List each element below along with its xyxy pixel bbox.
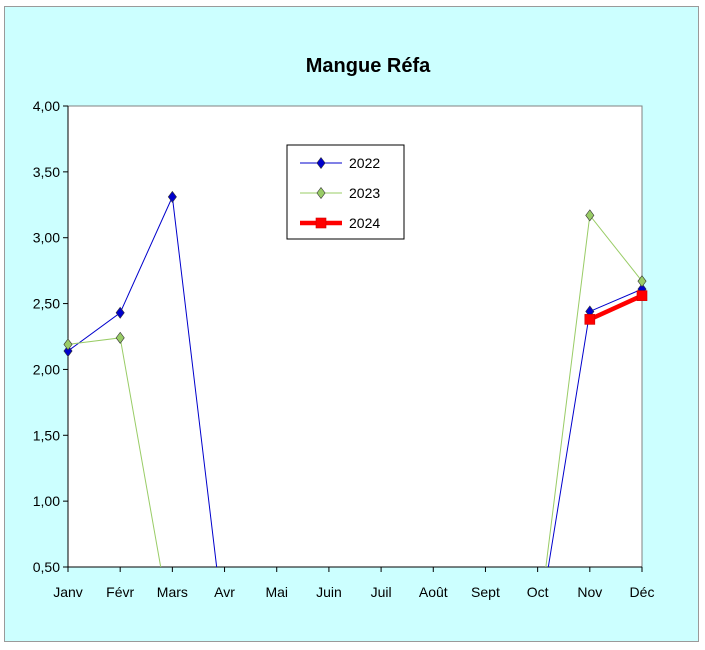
legend-swatch-marker [315,217,327,229]
x-tick-label: Juil [371,584,392,600]
x-tick-label: Mars [157,584,188,600]
series-2022-line [68,195,642,567]
chart-title: Mangue Réfa [306,55,431,77]
series-2022-point [167,190,177,203]
y-tick-label: 4,00 [33,98,60,114]
series-2023-point [115,331,125,344]
x-tick-label: Déc [630,584,655,600]
legend-label: 2022 [349,155,380,171]
x-tick-label: Oct [527,584,549,600]
series-2024-point [584,314,596,325]
y-tick-label: 2,00 [33,361,60,377]
x-tick-label: Avr [214,584,235,600]
y-tick-label: 1,50 [33,427,60,443]
series-2023-point [63,338,73,351]
x-tick-label: Août [419,584,448,600]
x-tick-label: Mai [265,584,288,600]
series-2022-point [63,344,73,357]
series-2024-point [636,290,648,301]
x-tick-label: Févr [106,584,134,600]
x-tick-label: Sept [471,584,500,600]
legend-swatch-marker [316,187,326,199]
legend: 2022 2023 2024 [286,144,405,240]
y-tick-label: 1,00 [33,493,60,509]
y-tick-label: 2,50 [33,296,60,312]
x-tick-label: Juin [316,584,342,600]
y-tick-label: 3,00 [33,230,60,246]
legend-label: 2023 [349,185,380,201]
legend-label: 2024 [349,215,380,231]
series-2022-point [115,306,125,319]
series-2023-point [637,275,647,288]
series-2023-point [585,209,595,222]
x-tick-label: Nov [577,584,602,600]
series-2024-line [588,293,642,322]
y-tick-label: 0,50 [33,559,60,575]
legend-swatch-marker [316,157,326,169]
y-tick-label: 3,50 [33,164,60,180]
x-tick-label: Janv [53,584,83,600]
